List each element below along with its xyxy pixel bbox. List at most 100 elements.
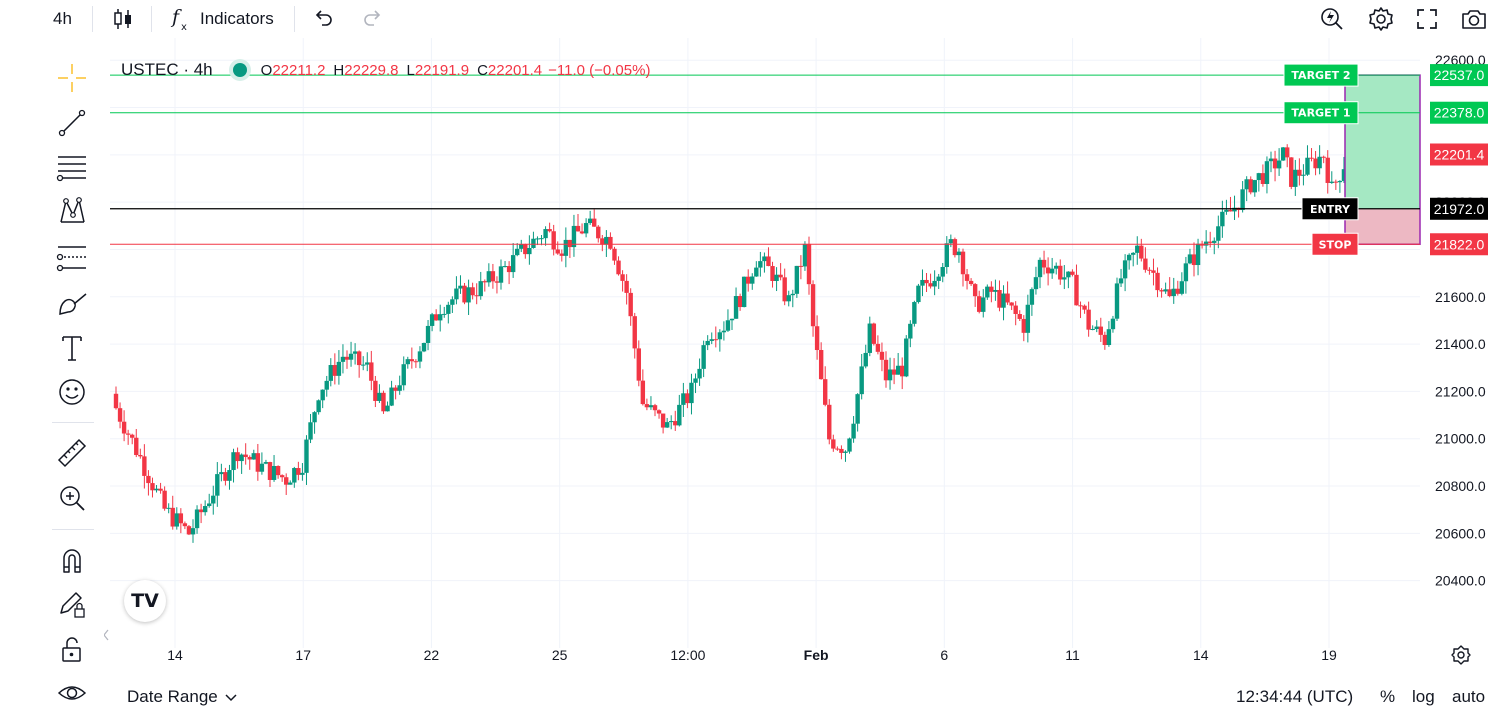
price-chart[interactable]: TARGET 2 TARGET 1 ENTRY STOP 20400.0 20600.0 2… [104,38,1512,713]
candle-body [1179,281,1185,294]
candle-body [361,364,366,366]
candle-body [972,284,978,297]
last-price-tag [1430,143,1488,166]
candle-body [438,314,443,321]
text-tool[interactable] [52,328,92,368]
interval-label: 4h [53,9,72,28]
market-status-dot[interactable] [232,63,247,77]
candle-body [616,260,621,275]
timezone-button[interactable]: 12:34:44 (UTC) [1236,680,1353,713]
lock-drawings-tool[interactable] [52,630,92,670]
profit-zone [1345,75,1420,209]
candle-body [1037,259,1043,278]
settings-button[interactable] [1368,0,1394,38]
pattern-tool[interactable] [52,191,92,231]
log-label: log [1412,686,1435,706]
candle-body [1325,157,1330,183]
candle-body [239,454,244,462]
percent-scale-button[interactable]: % [1380,680,1395,713]
undo-button[interactable] [313,0,335,38]
toolbar-divider [52,422,94,423]
axis-level-text: 22378.0 [1434,105,1485,121]
candle-body [1013,305,1018,315]
emoji-tool[interactable] [52,372,92,412]
time-axis-label: 14 [1193,647,1209,663]
chart-type-button[interactable] [112,0,134,38]
candle-body [920,279,925,286]
candle-body [502,266,508,268]
trend-line-tool[interactable] [52,103,92,143]
chart-area[interactable]: TARGET 2 TARGET 1 ENTRY STOP 20400.0 20600.0 2… [104,38,1512,713]
candle-body [592,218,597,227]
candle-body [454,288,459,300]
open-key: O [260,61,273,79]
candle-body [1159,290,1164,292]
quick-search-button[interactable] [1319,0,1345,38]
candle-body [1195,243,1201,266]
candle-body [1155,272,1160,291]
camera-icon [1462,10,1486,29]
symbol-label[interactable]: USTEC · 4h [121,60,213,79]
scroll-left-icon [104,629,109,641]
candle-body [891,369,897,375]
svg-text:x: x [181,22,187,32]
candle-body [932,280,937,287]
price-axis-label: 21400.0 [1435,336,1486,352]
candle-body [381,392,386,412]
measure-tool[interactable] [52,433,92,473]
brush-tool[interactable] [52,283,92,323]
axis-level-text: 21972.0 [1434,201,1485,217]
candle-body [535,238,540,240]
fib-retracement-tool[interactable] [52,147,92,187]
screenshot-button[interactable] [1460,0,1488,38]
candle-body [312,412,317,423]
time-label: 12:34:44 (UTC) [1236,686,1354,706]
candle-body [1058,265,1063,280]
candle-body [1309,157,1314,159]
candle-body [170,507,175,527]
candle-body [1021,318,1026,333]
zoom-in-tool[interactable] [52,478,92,518]
candle-body [288,482,293,485]
candle-body [1333,181,1339,183]
candle-body [640,380,646,405]
crosshair-tool[interactable] [52,58,92,98]
tradingview-logo[interactable]: TV [124,580,166,622]
auto-scale-button[interactable]: auto [1452,680,1485,713]
fullscreen-button[interactable] [1415,0,1439,38]
redo-button[interactable] [361,0,383,38]
candle-body [1216,226,1221,241]
date-range-button[interactable]: Date Range [127,680,238,713]
log-scale-button[interactable]: log [1412,680,1435,713]
candle-body [587,218,593,224]
candle-body [1110,318,1116,330]
candle-body [344,356,350,360]
candle-body [308,422,313,440]
candle-body [1045,267,1051,274]
candle-body [146,475,151,484]
candle-body [612,248,617,261]
candle-body [494,281,500,283]
candle-body [113,393,119,409]
candle-body [583,223,589,234]
candle-body [539,238,544,240]
candle-body [823,379,828,405]
indicators-button[interactable]: f x Indicators [170,0,274,38]
candle-body [182,523,188,527]
candle-body [446,304,451,314]
interval-button[interactable]: 4h [53,0,72,38]
pencil-lock-icon [60,592,85,618]
candle-body [677,404,682,426]
candle-body [1305,157,1310,175]
stay-in-drawing-mode-tool[interactable] [52,584,92,624]
axis-level-text: 21822.0 [1434,236,1485,252]
magnet-tool[interactable] [52,540,92,580]
hide-drawings-tool[interactable] [52,673,92,713]
candle-body [729,318,735,321]
forecasting-tool[interactable] [52,237,92,277]
candle-body [300,472,305,475]
candle-body [1248,179,1253,193]
candle-body [1033,277,1039,290]
candle-body [1086,309,1091,330]
